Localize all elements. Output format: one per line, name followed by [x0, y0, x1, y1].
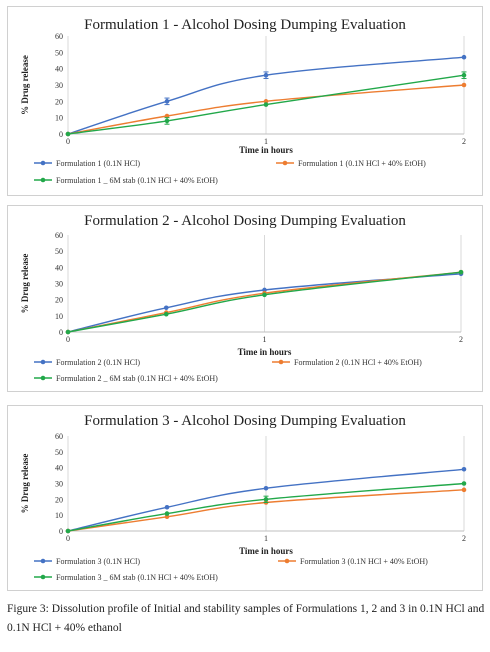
legend-swatch-marker	[282, 160, 288, 166]
legend-entry: Formulation 3 (0.1N HCl + 40% EtOH)	[300, 557, 428, 566]
chart-formulation-3: Formulation 3 - Alcohol Dosing Dumping E…	[20, 413, 467, 582]
y-tick-label: 40	[55, 464, 63, 473]
y-tick-label: 10	[55, 114, 63, 123]
y-tick-label: 60	[55, 432, 63, 441]
legend-swatch-marker	[40, 558, 46, 564]
x-tick-label: 0	[66, 335, 70, 344]
x-axis-label: Time in hours	[239, 145, 293, 155]
data-point	[163, 311, 169, 317]
y-tick-label: 30	[55, 280, 63, 289]
y-tick-label: 10	[55, 511, 63, 520]
y-tick-label: 20	[55, 296, 63, 305]
legend-entry: Formulation 2 _ 6M stab (0.1N HCl + 40% …	[56, 374, 218, 383]
chart-formulation-2: Formulation 2 - Alcohol Dosing Dumping E…	[20, 213, 464, 383]
series-line	[67, 74, 465, 135]
legend-entry: Formulation 1 (0.1N HCl + 40% EtOH)	[298, 159, 426, 168]
y-tick-label: 0	[59, 527, 63, 536]
series-line	[67, 271, 462, 333]
x-tick-label: 2	[462, 137, 466, 146]
y-tick-label: 60	[55, 32, 63, 41]
y-tick-label: 30	[55, 81, 63, 90]
y-axis-label: % Drug release	[20, 454, 30, 514]
data-point	[461, 487, 467, 493]
y-axis-label: % Drug release	[20, 254, 30, 314]
legend-entry: Formulation 2 (0.1N HCl)	[56, 358, 140, 367]
y-tick-label: 0	[59, 130, 63, 139]
chart-formulation-1: Formulation 1 - Alcohol Dosing Dumping E…	[20, 17, 467, 185]
data-point	[164, 511, 170, 516]
legend-swatch-marker	[40, 359, 46, 365]
y-tick-label: 20	[55, 495, 63, 504]
x-axis-label: Time in hours	[238, 347, 292, 357]
y-tick-label: 40	[55, 263, 63, 272]
chart-panel-formulation-3: Formulation 3 - Alcohol Dosing Dumping E…	[7, 405, 483, 591]
data-point	[262, 287, 267, 293]
y-tick-label: 20	[55, 97, 63, 106]
data-point	[164, 118, 170, 124]
data-point	[461, 481, 467, 486]
series-line	[67, 84, 465, 135]
data-point	[164, 504, 170, 510]
data-point	[263, 485, 269, 491]
data-point	[263, 72, 269, 78]
figure-caption: Figure 3: Dissolution profile of Initial…	[7, 603, 485, 634]
data-point	[65, 329, 71, 335]
y-tick-label: 40	[55, 65, 63, 74]
data-point	[458, 269, 464, 275]
data-point	[461, 466, 467, 472]
legend-swatch-marker	[278, 359, 284, 365]
legend-entry: Formulation 3 (0.1N HCl)	[56, 557, 140, 566]
data-point	[65, 528, 71, 534]
chart-title: Formulation 2 - Alcohol Dosing Dumping E…	[84, 213, 406, 229]
data-point	[164, 99, 170, 104]
x-tick-label: 1	[264, 534, 268, 543]
data-point	[263, 99, 269, 104]
data-point	[163, 305, 169, 311]
legend-swatch-marker	[40, 160, 46, 166]
data-point	[461, 82, 467, 88]
legend-swatch-marker	[284, 558, 290, 564]
legend-entry: Formulation 2 (0.1N HCl + 40% EtOH)	[294, 358, 422, 367]
chart-panel-formulation-1: Formulation 1 - Alcohol Dosing Dumping E…	[7, 6, 483, 196]
x-tick-label: 1	[263, 335, 267, 344]
chart-title: Formulation 3 - Alcohol Dosing Dumping E…	[84, 413, 406, 429]
y-tick-label: 50	[55, 48, 63, 57]
y-tick-label: 50	[55, 247, 63, 256]
legend-swatch-marker	[40, 574, 46, 580]
series-line	[67, 489, 465, 532]
y-axis-label: % Drug release	[20, 55, 30, 115]
data-point	[65, 131, 71, 137]
chart-panel-formulation-2: Formulation 2 - Alcohol Dosing Dumping E…	[7, 205, 483, 392]
chart-title: Formulation 1 - Alcohol Dosing Dumping E…	[84, 17, 406, 33]
data-point	[263, 102, 269, 107]
data-point	[263, 497, 269, 502]
data-point	[461, 54, 467, 60]
x-tick-label: 0	[66, 137, 70, 146]
series-line	[67, 56, 465, 135]
legend-entry: Formulation 3 _ 6M stab (0.1N HCl + 40% …	[56, 573, 218, 582]
data-point	[262, 292, 267, 298]
legend-swatch-marker	[40, 177, 46, 183]
data-point	[164, 514, 170, 520]
legend-entry: Formulation 1 (0.1N HCl)	[56, 159, 140, 168]
y-tick-label: 10	[55, 312, 63, 321]
y-tick-label: 0	[59, 328, 63, 337]
x-tick-label: 2	[459, 335, 463, 344]
x-axis-label: Time in hours	[239, 546, 293, 556]
x-tick-label: 0	[66, 534, 70, 543]
legend-entry: Formulation 1 _ 6M stab (0.1N HCl + 40% …	[56, 176, 218, 185]
legend-swatch-marker	[40, 375, 46, 381]
x-tick-label: 1	[264, 137, 268, 146]
y-tick-label: 30	[55, 480, 63, 489]
y-tick-label: 50	[55, 448, 63, 457]
x-tick-label: 2	[462, 534, 466, 543]
series-line	[67, 482, 465, 532]
y-tick-label: 60	[55, 231, 63, 240]
data-point	[461, 72, 467, 78]
series-line	[67, 468, 465, 532]
